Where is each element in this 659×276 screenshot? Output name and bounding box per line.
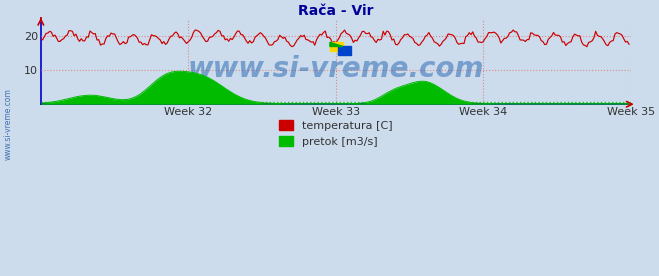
Text: www.si-vreme.com: www.si-vreme.com (3, 88, 13, 160)
Text: www.si-vreme.com: www.si-vreme.com (188, 55, 484, 83)
Bar (338, 46, 351, 55)
Title: Rača - Vir: Rača - Vir (298, 4, 374, 18)
Legend: temperatura [C], pretok [m3/s]: temperatura [C], pretok [m3/s] (275, 116, 397, 151)
Polygon shape (330, 42, 343, 46)
Bar (330, 42, 343, 51)
